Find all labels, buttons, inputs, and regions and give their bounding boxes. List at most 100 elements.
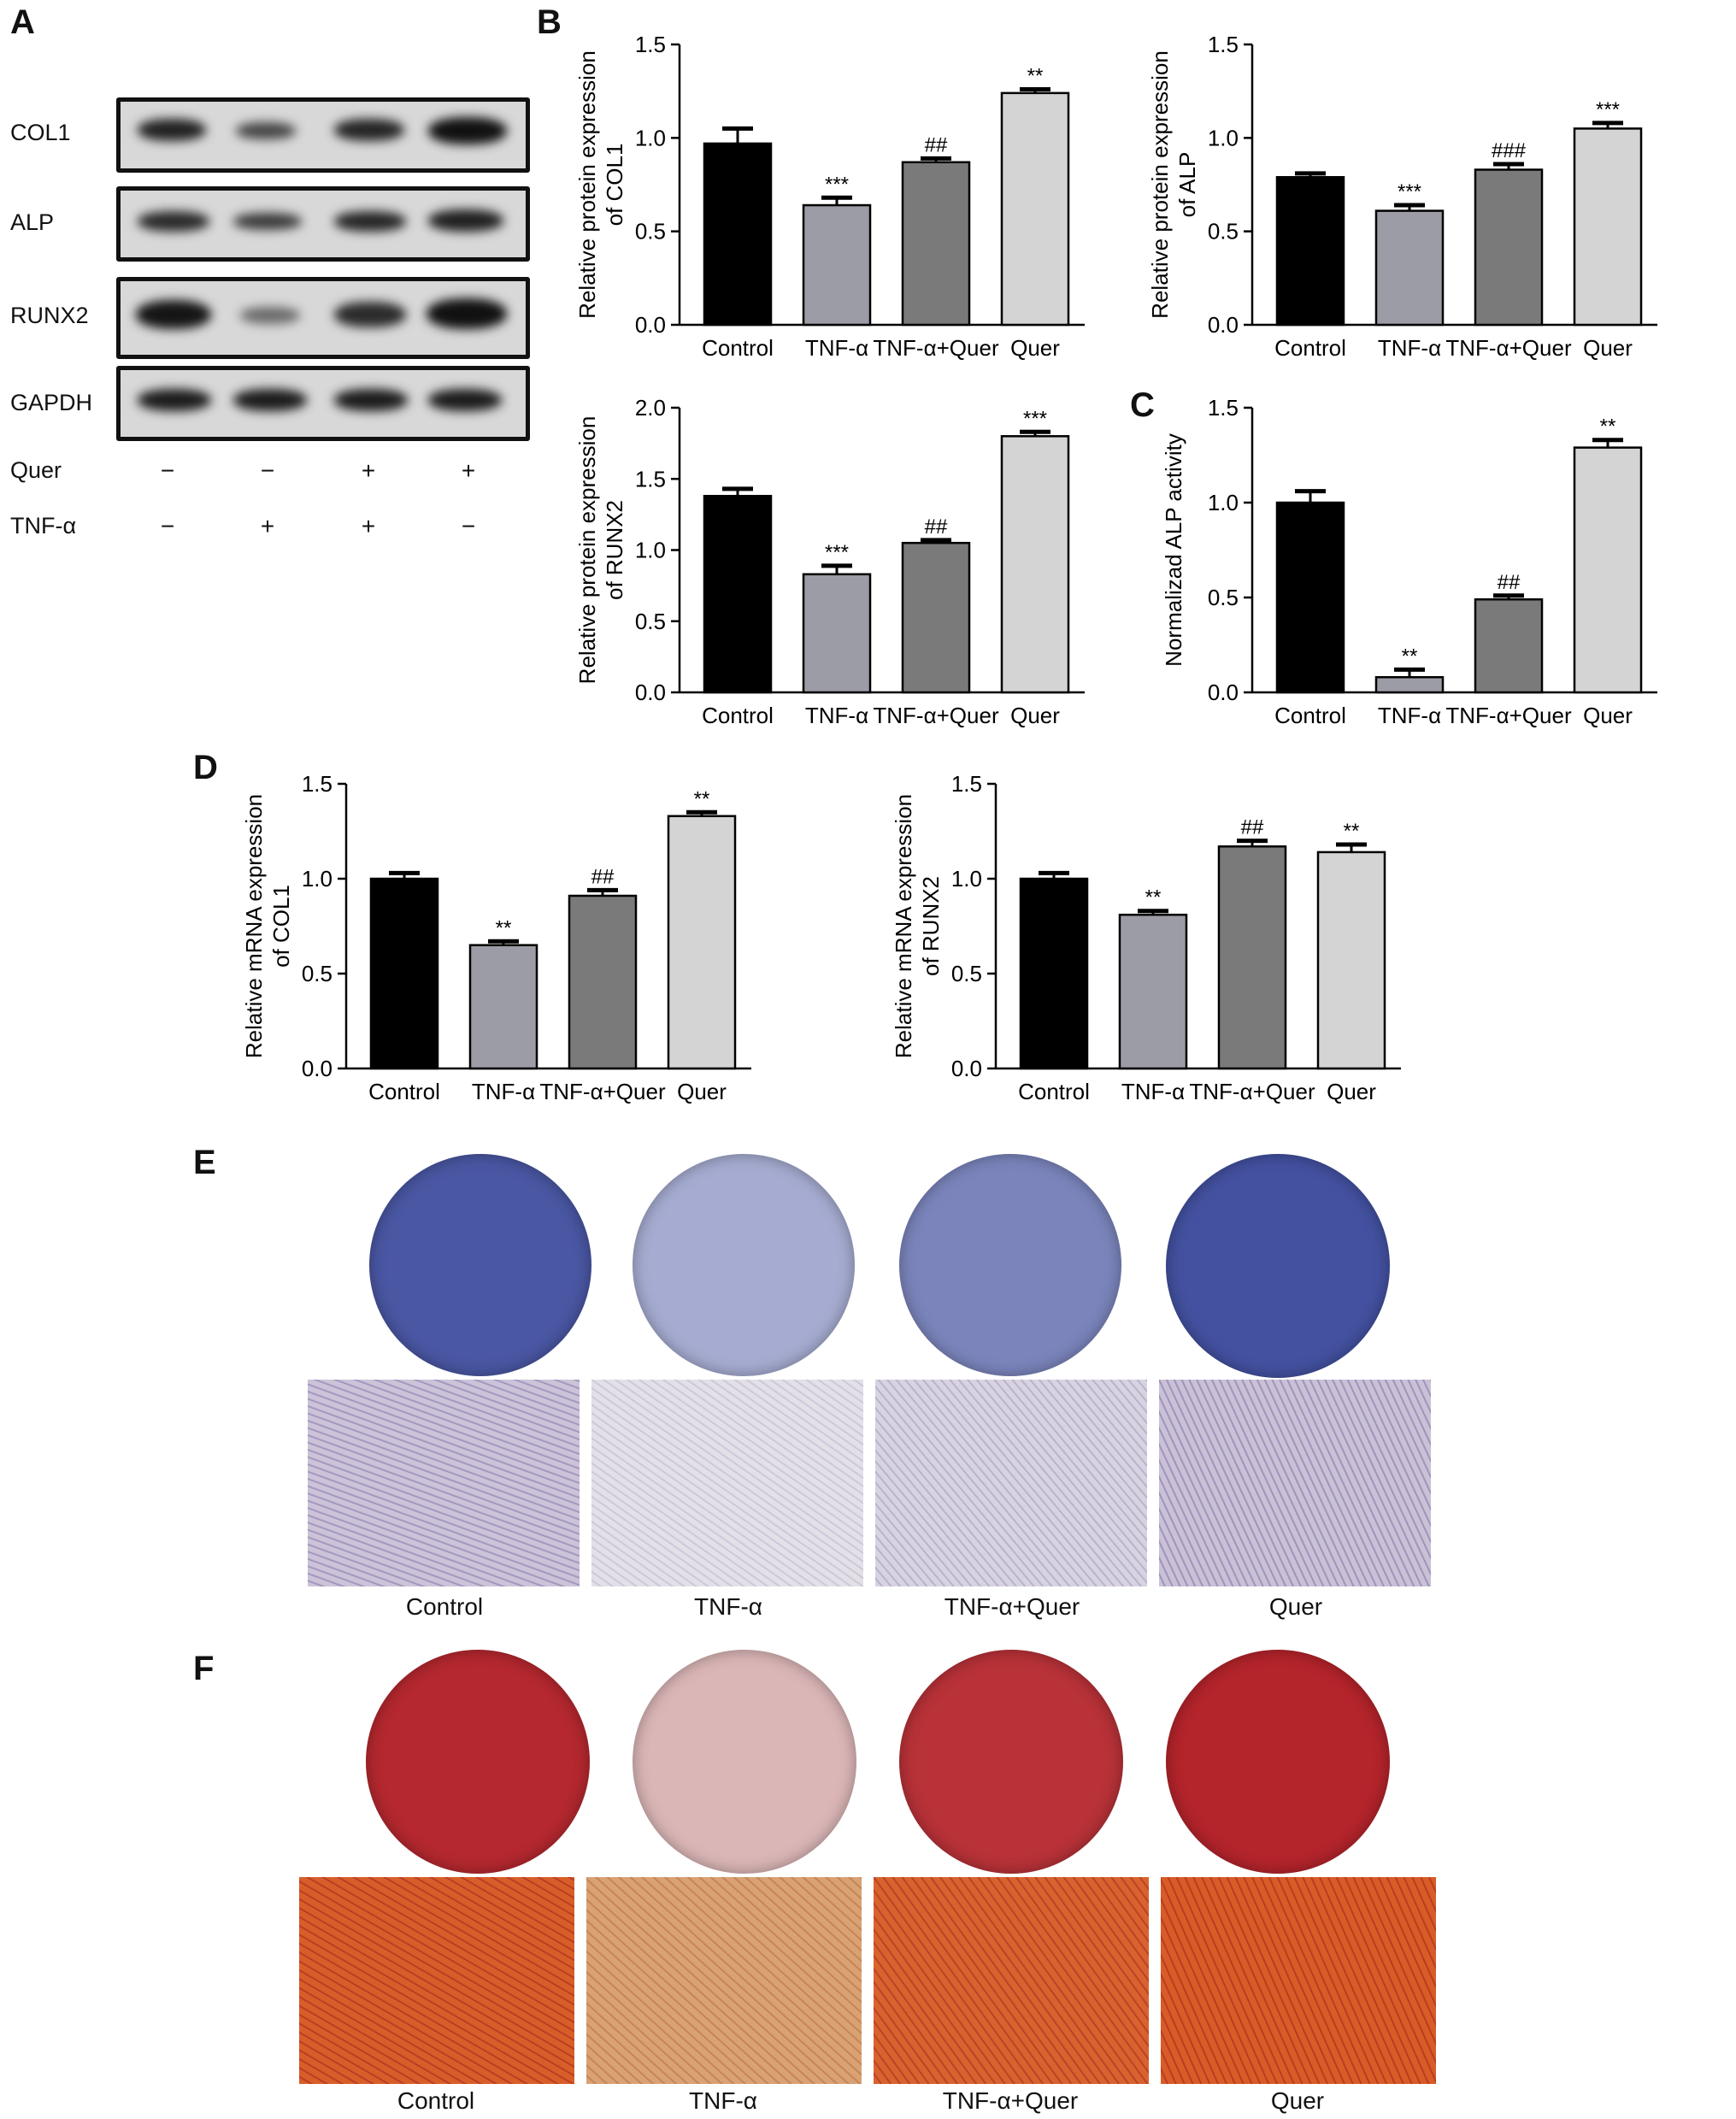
y-tick-label: 1.5 (1208, 395, 1239, 421)
ars-micrograph-tnf (586, 1877, 862, 2084)
y-tick-label: 1.5 (635, 32, 666, 57)
blot-label-col1: COL1 (10, 120, 71, 145)
alp-caption-quer: Quer (1268, 1593, 1323, 1620)
tnf-sign: − (160, 513, 175, 539)
significance-label: *** (825, 541, 849, 564)
bar (703, 494, 773, 694)
bar (1316, 851, 1386, 1070)
bar (1217, 845, 1287, 1070)
chart-runx2-protein: Relative protein expressionof RUNX2 0.0 0.… (574, 395, 1085, 728)
alp-micrograph-tnf (591, 1380, 863, 1586)
alp-caption-tnf-quer: TNF-α+Quer (944, 1593, 1080, 1620)
x-tick-label: TNF-α (1378, 335, 1441, 361)
y-tick-label: 0.0 (1208, 312, 1239, 338)
y-tick-label: 1.0 (635, 538, 666, 563)
y-tick-label: 0.5 (302, 961, 332, 986)
ars-caption-quer: Quer (1270, 2087, 1325, 2114)
bar (1374, 209, 1445, 327)
bar (667, 815, 737, 1070)
y-tick-label: 1.0 (1208, 490, 1239, 515)
alp-dish-tnf-quer (899, 1154, 1121, 1376)
ars-caption-tnf-quer: TNF-α+Quer (942, 2087, 1079, 2114)
quer-sign: + (361, 457, 376, 484)
alp-micrograph-control (308, 1380, 580, 1586)
y-tick-label: 1.5 (635, 466, 666, 491)
blot-strip-col1 (116, 97, 530, 173)
blot-band (334, 389, 408, 411)
quer-sign: + (461, 457, 476, 484)
bar (703, 142, 773, 327)
blot-strip-alp (116, 186, 530, 262)
y-tick-label: 0.0 (635, 312, 666, 338)
bar (802, 203, 872, 327)
blot-band (233, 213, 302, 230)
x-tick-label: Control (1018, 1079, 1090, 1104)
bar (468, 944, 538, 1070)
bar (1000, 435, 1070, 694)
blot-band (428, 117, 507, 144)
condition-label-quer: Quer (10, 457, 62, 483)
significance-label: *** (825, 173, 849, 196)
x-tick-label: Control (702, 335, 774, 361)
ars-dish-tnf (633, 1650, 856, 1874)
y-tick-label: 1.0 (302, 866, 332, 892)
y-tick-label: 0.5 (951, 961, 982, 986)
blot-band (236, 122, 296, 139)
significance-label: *** (1596, 98, 1620, 121)
y-tick-label: 1.0 (951, 866, 982, 892)
blot-band (233, 389, 307, 411)
y-axis-label: Relative mRNA expressionof COL1 (241, 794, 294, 1058)
bar (1000, 91, 1070, 327)
alp-dish-quer (1166, 1154, 1390, 1378)
x-tick-label: TNF-α (805, 335, 868, 361)
y-axis-label: Normalizad ALP activity (1161, 433, 1186, 667)
blot-band (334, 302, 406, 327)
y-tick-label: 0.5 (1208, 219, 1239, 244)
panel-letter-e: E (193, 1144, 216, 1181)
blot-band (334, 211, 406, 232)
ars-dish-quer (1166, 1650, 1390, 1874)
y-axis-label: Relative protein expressionof RUNX2 (574, 416, 627, 685)
blot-band (138, 119, 206, 141)
panel-letter-f: F (193, 1650, 215, 1687)
ars-micrograph-tnf-quer (874, 1877, 1149, 2084)
panel-letter-b: B (537, 3, 562, 41)
bar (1573, 127, 1643, 327)
panel-letter-d: D (193, 749, 218, 786)
ars-micrograph-quer (1161, 1877, 1436, 2084)
y-tick-label: 0.0 (1208, 680, 1239, 705)
significance-label: ** (1027, 64, 1044, 87)
significance-label: *** (1398, 180, 1421, 203)
ars-dish-control (366, 1650, 590, 1874)
bar (568, 894, 638, 1070)
y-axis-label: Relative mRNA expressionof RUNX2 (891, 794, 944, 1058)
y-tick-label: 1.5 (302, 771, 332, 797)
x-tick-label: Control (1274, 703, 1346, 728)
significance-label: ** (496, 916, 512, 939)
x-tick-label: TNF-α+Quer (873, 335, 999, 361)
significance-label: ### (1492, 139, 1527, 162)
blot-label-runx2: RUNX2 (10, 303, 89, 328)
x-tick-label: TNF-α+Quer (873, 703, 999, 728)
x-tick-label: Control (368, 1079, 440, 1104)
bar (901, 541, 971, 694)
tnf-sign: − (461, 513, 476, 539)
significance-label: ** (1600, 415, 1616, 439)
bar (1275, 176, 1345, 327)
blot-label-alp: ALP (10, 209, 55, 235)
y-tick-label: 0.0 (635, 680, 666, 705)
alp-micrograph-quer (1159, 1380, 1431, 1586)
bar (1573, 446, 1643, 694)
blot-strip-runx2 (116, 277, 530, 359)
x-tick-label: Quer (1327, 1079, 1376, 1104)
ars-dish-tnf-quer (899, 1650, 1123, 1874)
blot-band (138, 389, 211, 411)
x-tick-label: Quer (1583, 335, 1633, 361)
bar (1374, 675, 1445, 694)
panel-letter-a: A (10, 3, 35, 41)
significance-label: ## (925, 515, 948, 539)
blot-strip-gapdh (116, 366, 530, 441)
y-tick-label: 1.0 (1208, 125, 1239, 150)
chart-alp-protein: Relative protein expressionof ALP 0.0 0.5 1… (1147, 32, 1657, 361)
